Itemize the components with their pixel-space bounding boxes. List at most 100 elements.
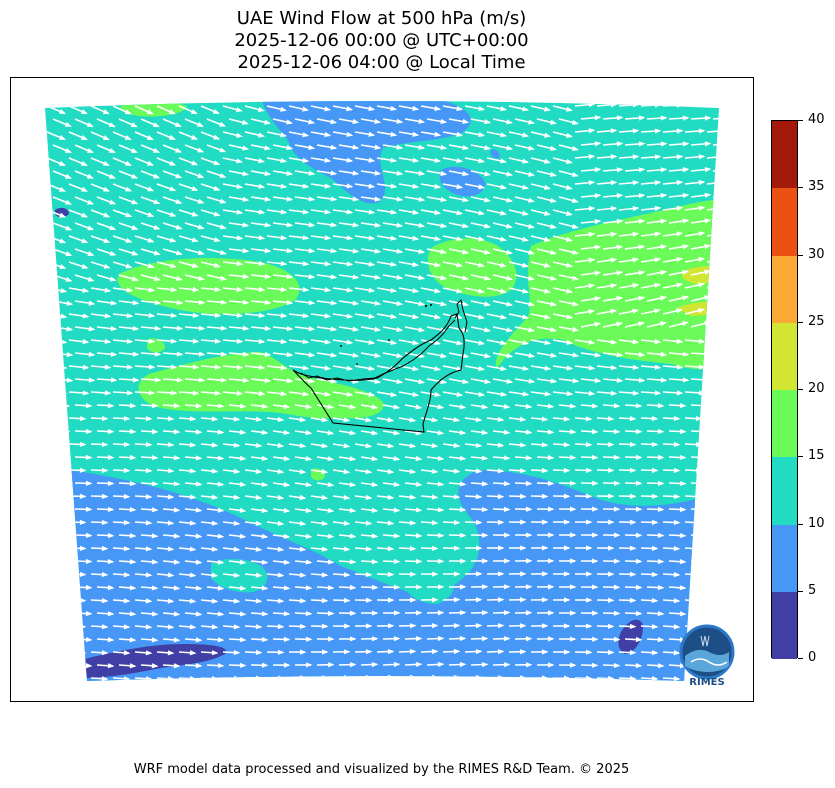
wind-arrow-head	[86, 148, 94, 153]
wind-arrow-head	[196, 121, 204, 127]
wind-arrow-head	[704, 141, 712, 147]
wind-arrow-head	[528, 223, 535, 229]
wind-arrow-head	[286, 248, 294, 254]
wind-arrow-head	[418, 248, 426, 255]
wind-arrow-head	[610, 308, 618, 315]
wind-arrow-head	[528, 119, 536, 125]
wind-arrow-head	[387, 443, 395, 449]
wind-arrow-head	[85, 454, 93, 460]
wind-arrow-head	[195, 637, 203, 643]
wind-arrow-head	[638, 377, 646, 383]
wind-arrow-head	[170, 390, 178, 396]
wind-arrow-head	[484, 353, 492, 359]
wind-arrow-head	[727, 193, 734, 198]
wind-arrow-head	[346, 365, 354, 371]
wind-arrow-head	[308, 274, 316, 280]
wind-arrow-head	[258, 158, 266, 164]
wind-arrow-head	[374, 144, 382, 150]
wind-arrow-head	[330, 300, 338, 306]
wind-arrow-head	[456, 236, 464, 242]
wind-arrow-head	[657, 637, 665, 643]
wind-arrow-head	[151, 559, 159, 565]
speed-band-0-5-southeast	[618, 619, 643, 654]
wind-arrow-head	[632, 364, 640, 370]
wind-arrow-head	[585, 597, 593, 603]
wind-arrow-head	[704, 295, 711, 301]
wind-arrow-head	[302, 209, 310, 215]
wind-arrow-head	[374, 274, 382, 280]
wind-arrow-head	[321, 469, 329, 475]
wind-arrow-head	[632, 283, 640, 289]
wind-arrow-head	[299, 623, 307, 630]
wind-arrow-head	[484, 327, 492, 333]
wind-arrow-head	[610, 128, 618, 134]
wind-arrow-head	[594, 167, 602, 173]
wind-arrow-head	[192, 286, 200, 293]
wind-arrow-head	[550, 275, 557, 281]
wind-arrow-head	[431, 648, 439, 655]
wind-arrow-head	[169, 186, 177, 192]
wind-arrow	[52, 612, 70, 615]
wind-arrow-head	[704, 167, 712, 173]
wind-arrow-head	[132, 377, 140, 383]
wind-arrow-head	[110, 300, 118, 306]
colorbar-segment	[772, 457, 797, 525]
wind-arrow-head	[151, 637, 159, 643]
wind-arrow-head	[695, 441, 703, 448]
wind-arrow-head	[324, 287, 332, 293]
wind-arrow-head	[503, 558, 511, 564]
wind-arrow-head	[321, 649, 329, 655]
wind-arrow-head	[434, 157, 442, 163]
wind-arrow-head	[654, 205, 662, 212]
wind-arrow-head	[211, 572, 219, 578]
wind-arrow-head	[673, 598, 681, 604]
wind-arrow-head	[302, 157, 310, 163]
wind-arrow-head	[191, 237, 199, 243]
wind-arrow-head	[211, 416, 219, 422]
wind-arrow-head	[632, 154, 640, 160]
wind-arrow-head	[412, 157, 420, 163]
wind-arrow-head	[591, 662, 599, 668]
colorbar-tick-label: 20	[808, 381, 825, 396]
wind-arrow-head	[371, 507, 379, 513]
wind-arrow-head	[500, 210, 508, 216]
wind-arrow-head	[704, 351, 712, 357]
wind-arrow-head	[217, 507, 225, 513]
wind-arrow-head	[616, 296, 624, 302]
wind-arrow-head	[107, 428, 115, 435]
wind-arrow-head	[371, 636, 379, 642]
wind-arrow-head	[571, 145, 579, 151]
wind-arrow-head	[585, 623, 593, 629]
wind-arrow-head	[543, 184, 551, 190]
wind-arrow-head	[607, 623, 615, 629]
wind-arrow-head	[594, 270, 602, 276]
wind-arrow-head	[528, 249, 535, 255]
colorbar-segment	[772, 255, 797, 323]
wind-arrow	[46, 391, 67, 395]
wind-arrow-head	[195, 533, 203, 539]
wind-arrow-head	[146, 109, 154, 115]
wind-arrow-head	[412, 340, 420, 346]
wind-arrow-head	[368, 183, 376, 189]
wind-arrow-head	[638, 270, 646, 276]
wind-arrow-head	[549, 171, 557, 177]
wind-arrow	[712, 352, 719, 356]
wind-arrow-head	[374, 300, 382, 306]
wind-arrow-head	[283, 662, 291, 668]
wind-arrow-head	[475, 519, 483, 525]
wind-arrow-head	[211, 468, 219, 474]
wind-arrow-head	[673, 624, 681, 630]
wind-arrow-head	[563, 493, 571, 499]
colorbar-tick	[798, 523, 803, 525]
wind-arrow-head	[701, 480, 709, 487]
wind-arrow-head	[588, 128, 596, 134]
wind-arrow-head	[343, 572, 351, 578]
wind-arrow-head	[349, 662, 357, 668]
wind-arrow-head	[371, 610, 379, 616]
wind-arrow-head	[437, 558, 445, 564]
wind-arrow-head	[682, 377, 690, 383]
wind-arrow-head	[346, 391, 354, 397]
wind-arrow-head	[174, 122, 182, 127]
wind-arrow-head	[365, 597, 373, 603]
wind-arrow-head	[189, 494, 197, 500]
